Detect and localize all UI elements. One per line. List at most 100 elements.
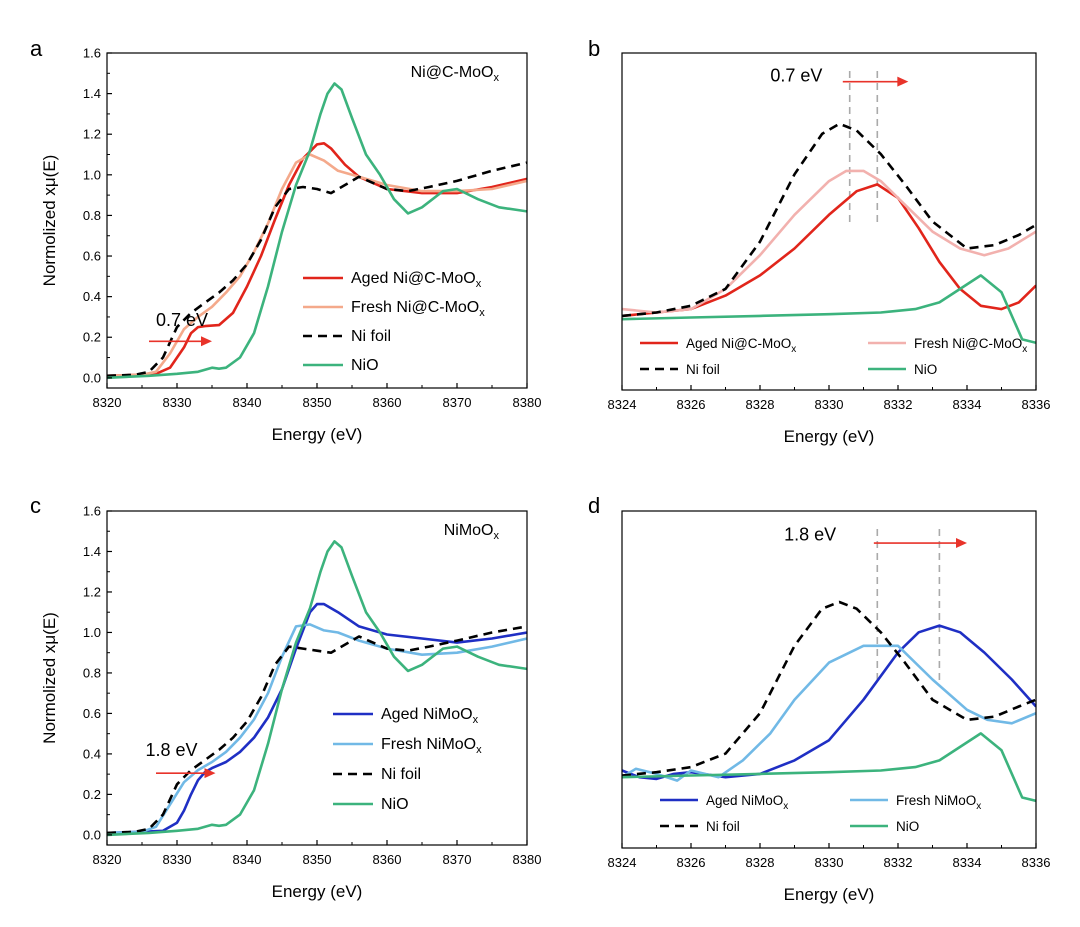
legend-label-2-subscript: x (1022, 344, 1027, 355)
x-tick-label: 8340 (233, 852, 262, 867)
legend-label-1-subscript: x (473, 714, 479, 726)
series-group (622, 122, 1036, 345)
legend-label-2-main: Fresh NiMoO (381, 736, 476, 753)
x-tick-label: 8330 (163, 852, 192, 867)
series-group (622, 600, 1036, 803)
panel-label: d (588, 493, 600, 518)
series-line-2 (107, 623, 527, 835)
x-tick-label: 8340 (233, 395, 262, 410)
x-tick-label: 8334 (953, 855, 982, 870)
y-tick-label: 0.0 (83, 370, 101, 385)
series-group (107, 82, 527, 380)
y-tick-label: 0.2 (83, 787, 101, 802)
x-tick-label: 8380 (513, 852, 542, 867)
legend-label-1: Aged Ni@C-MoOx (351, 270, 482, 290)
y-tick-label: 1.6 (83, 46, 101, 61)
panel-title: Ni@C-MoOx (411, 64, 500, 84)
plot-frame (106, 52, 528, 389)
x-tick-label: 8324 (608, 397, 637, 412)
series-line-3 (622, 122, 1036, 318)
panel-title-main: Ni@C-MoO (411, 64, 494, 81)
legend-label-1: Aged NiMoOx (706, 793, 788, 812)
legend-label-2-main: Fresh Ni@C-MoO (914, 336, 1022, 351)
legend-label-2: Fresh Ni@C-MoOx (351, 299, 485, 319)
x-tick-label: 8334 (953, 397, 982, 412)
legend-label-4: NiO (914, 362, 937, 377)
panel-title: NiMoOx (444, 522, 500, 542)
legend-label-1-subscript: x (783, 801, 788, 812)
y-tick-label: 1.4 (83, 86, 101, 101)
x-tick-label: 8328 (746, 397, 775, 412)
y-tick-label: 1.4 (83, 544, 101, 559)
legend-label-2: Fresh NiMoOx (381, 736, 482, 756)
legend-label-2-main: Fresh NiMoO (896, 793, 976, 808)
plot-frame (106, 510, 528, 846)
x-tick-label: 8330 (163, 395, 192, 410)
panel-c: c 8320 8330 8340 8350 8360 8370 8380 Energy (eV)… (30, 493, 541, 901)
y-tick-label: 1.6 (83, 504, 101, 519)
series-line-3 (622, 600, 1036, 777)
panel-title-main: NiMoO (444, 522, 494, 539)
series-line-2 (622, 169, 1036, 314)
legend-label-1-main: Aged Ni@C-MoO (686, 336, 791, 351)
y-tick-label: 1.0 (83, 625, 101, 640)
series-group (107, 540, 527, 837)
legend-label-3-main: Ni foil (686, 362, 720, 377)
x-tick-label: 8320 (93, 395, 122, 410)
legend-label-4-main: NiO (381, 796, 409, 813)
legend-label-2-main: Fresh Ni@C-MoO (351, 299, 479, 316)
x-tick-label: 8324 (608, 855, 637, 870)
series-line-1 (622, 183, 1036, 318)
legend-label-3: Ni foil (351, 328, 391, 345)
panel-d: d 8324 8326 8328 8330 8332 8334 8336 Energy (eV)… (588, 493, 1050, 904)
legend-label-1-main: Aged NiMoO (381, 706, 473, 723)
y-tick-label: 0.2 (83, 330, 101, 345)
x-tick-label: 8328 (746, 855, 775, 870)
panel-title-subscript: x (494, 72, 500, 84)
legend-label-1-subscript: x (476, 278, 482, 290)
x-tick-label: 8326 (677, 397, 706, 412)
panel-label: a (30, 36, 43, 61)
x-tick-label: 8350 (303, 395, 332, 410)
shift-arrow-head (201, 336, 212, 347)
y-axis-label: Normolized xμ(E) (40, 155, 59, 287)
legend-label-2-subscript: x (476, 744, 482, 756)
legend-label-1-subscript: x (791, 344, 796, 355)
legend-label-1: Aged NiMoOx (381, 706, 479, 726)
x-tick-label: 8320 (93, 852, 122, 867)
y-tick-label: 0.4 (83, 746, 101, 761)
series-line-4 (622, 274, 1036, 345)
x-tick-label: 8330 (815, 855, 844, 870)
legend-label-1-main: Aged Ni@C-MoO (351, 270, 476, 287)
panel-label: b (588, 36, 600, 61)
x-tick-label: 8380 (513, 395, 542, 410)
legend-label-3: Ni foil (381, 766, 421, 783)
legend-label-2: Fresh Ni@C-MoOx (914, 336, 1027, 355)
legend-label-2-subscript: x (479, 307, 485, 319)
shift-annotation: 1.8 eV (784, 525, 836, 545)
series-line-4 (107, 540, 527, 837)
y-tick-label: 0.8 (83, 208, 101, 223)
legend-label-2: Fresh NiMoOx (896, 793, 981, 812)
legend-label-1-main: Aged NiMoO (706, 793, 783, 808)
shift-arrow-head (956, 538, 967, 549)
series-line-1 (107, 602, 527, 835)
x-tick-label: 8336 (1022, 855, 1051, 870)
legend-label-4-main: NiO (351, 357, 379, 374)
series-line-2 (622, 644, 1036, 782)
legend-label-3-main: Ni foil (706, 819, 740, 834)
series-line-1 (622, 624, 1036, 781)
y-tick-label: 1.2 (83, 127, 101, 142)
legend-label-2-subscript: x (976, 801, 981, 812)
y-tick-label: 0.0 (83, 827, 101, 842)
y-tick-label: 0.8 (83, 665, 101, 680)
legend-label-4: NiO (381, 796, 409, 813)
x-axis-label: Energy (eV) (784, 427, 875, 446)
y-tick-label: 0.6 (83, 706, 101, 721)
x-tick-label: 8330 (815, 397, 844, 412)
legend-label-3-main: Ni foil (351, 328, 391, 345)
